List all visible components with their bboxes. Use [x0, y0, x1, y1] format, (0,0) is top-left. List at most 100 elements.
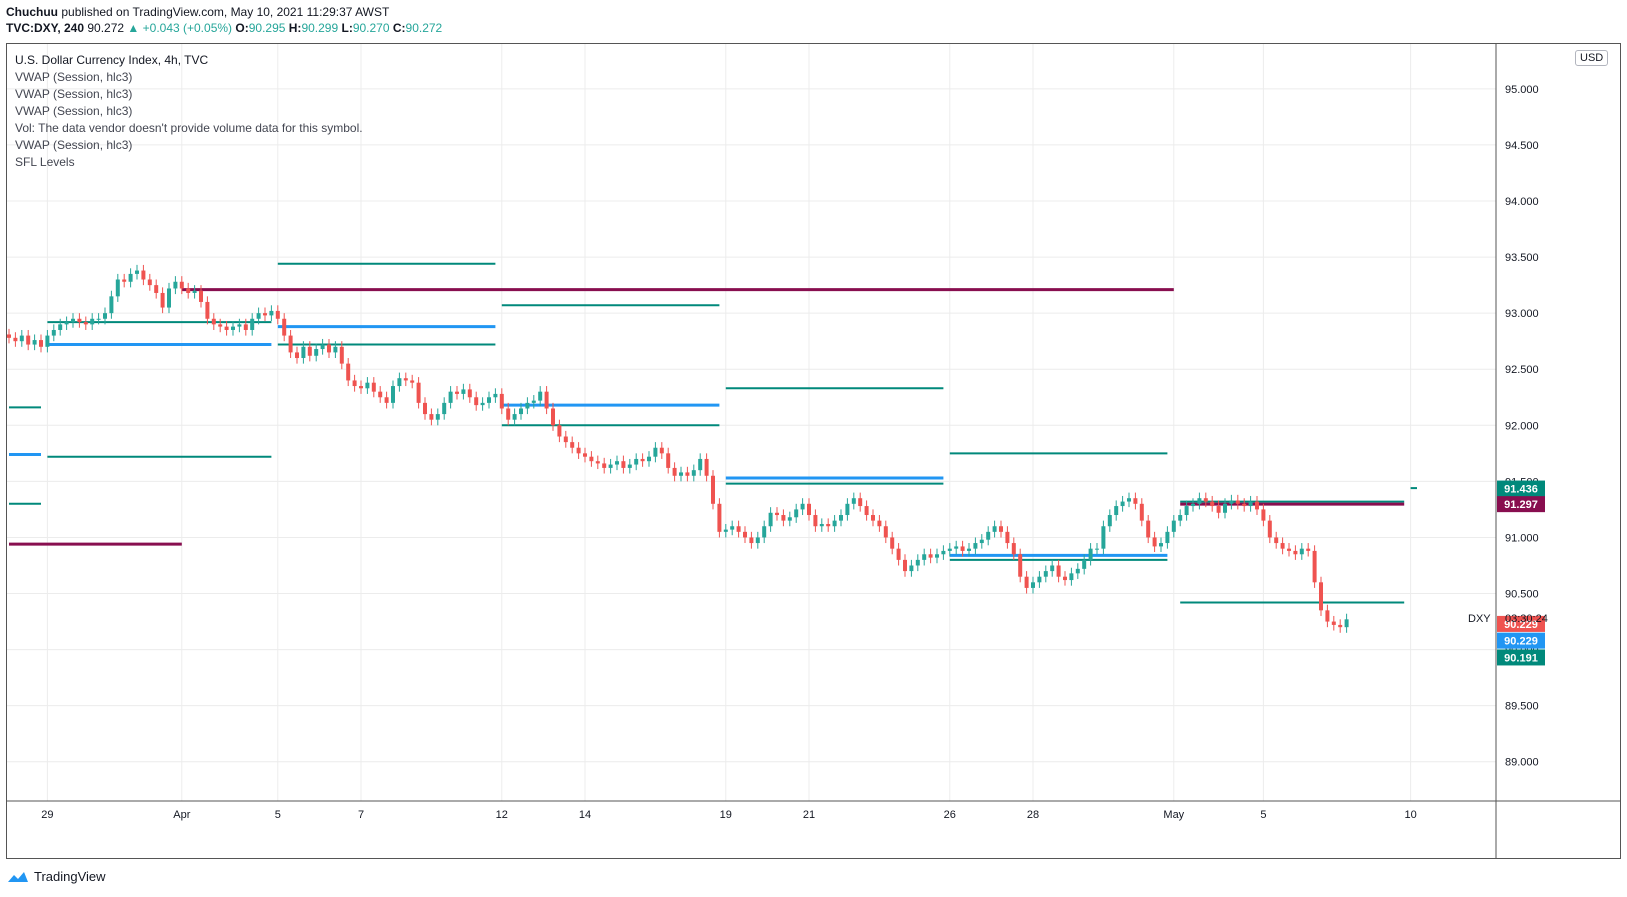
candle-body — [295, 352, 299, 359]
candle-body — [1031, 582, 1035, 588]
legend-line[interactable]: VWAP (Session, hlc3) — [15, 138, 133, 152]
legend-line[interactable]: Vol: The data vendor doesn't provide vol… — [15, 121, 363, 135]
candle-body — [877, 520, 882, 527]
price-label-value: 90.229 — [1504, 619, 1538, 631]
chart-legend: U.S. Dollar Currency Index, 4h, TVC VWAP… — [15, 52, 363, 171]
candle-body — [666, 453, 671, 468]
candle-body — [314, 349, 319, 356]
candle-body — [1095, 548, 1099, 550]
candle-body — [1319, 582, 1323, 611]
candle-body — [167, 288, 171, 308]
countdown-timer: 03:30:24 — [1505, 613, 1548, 625]
candle-body — [1011, 543, 1016, 555]
price-tick-label: 94.500 — [1505, 140, 1539, 152]
candle-body — [762, 526, 767, 538]
candle-body — [1063, 576, 1067, 581]
candle-body — [429, 414, 434, 420]
candle-body — [205, 301, 210, 319]
candle-body — [103, 313, 107, 319]
candle-body — [1325, 610, 1330, 622]
candle-body — [1293, 550, 1298, 555]
candle-body — [1274, 537, 1279, 544]
candle-body — [243, 324, 248, 330]
candle-body — [672, 467, 677, 476]
candle-body — [115, 279, 120, 297]
candle-body — [544, 391, 549, 409]
candle-body — [237, 324, 242, 327]
candle-body — [928, 554, 933, 558]
candle-body — [1280, 543, 1285, 549]
candle-body — [90, 318, 95, 325]
candle-body — [1178, 515, 1183, 521]
candle-body — [1331, 621, 1336, 625]
time-tick-label: May — [1163, 809, 1184, 821]
candle-body — [506, 408, 511, 420]
candle-body — [320, 344, 325, 350]
candle-body — [307, 346, 312, 356]
candle-body — [461, 389, 466, 394]
candle-body — [595, 461, 600, 464]
candle-body — [32, 340, 37, 345]
candle-body — [871, 515, 875, 521]
candle-body — [1299, 548, 1304, 555]
countdown-symbol: DXY — [1468, 613, 1491, 625]
time-tick-label: 21 — [803, 809, 815, 821]
brand-name: TradingView — [34, 869, 106, 884]
high-value: 90.299 — [301, 21, 339, 35]
candle-body — [512, 414, 517, 420]
candle-body — [154, 285, 159, 293]
candle-body — [813, 515, 818, 527]
candle-body — [416, 382, 421, 403]
footer-brand[interactable]: TradingView — [6, 869, 106, 884]
currency-badge[interactable]: USD — [1575, 50, 1609, 66]
candle-body — [269, 310, 274, 316]
candle-body — [909, 565, 914, 572]
candle-body — [448, 391, 453, 403]
legend-line[interactable]: VWAP (Session, hlc3) — [15, 104, 133, 118]
candle-body — [1152, 537, 1157, 547]
legend-line[interactable]: VWAP (Session, hlc3) — [15, 87, 133, 101]
time-tick-label: 5 — [275, 809, 281, 821]
candle-body — [442, 402, 447, 415]
candle-body — [903, 559, 907, 572]
candle-body — [1069, 573, 1074, 581]
candle-body — [1114, 506, 1119, 516]
candle-body — [1235, 500, 1240, 504]
candle-body — [1184, 506, 1189, 516]
price-change: ▲ +0.043 (+0.05%) — [127, 21, 233, 35]
candle-body — [224, 326, 229, 330]
symbol-label: TVC:DXY, 240 — [6, 21, 85, 35]
candle-body — [627, 464, 632, 468]
candle-body — [685, 472, 690, 476]
candle-body — [743, 531, 747, 538]
candle-body — [1139, 503, 1144, 521]
candle-body — [141, 270, 146, 280]
candle-body — [602, 463, 607, 468]
candle-body — [256, 313, 261, 319]
candle-body — [333, 346, 338, 353]
candle-body — [71, 318, 75, 323]
candle-body — [704, 458, 709, 476]
candle-body — [45, 335, 50, 347]
candle-body — [807, 503, 811, 516]
candle-body — [384, 397, 389, 403]
candle-body — [1133, 498, 1138, 504]
candle-body — [730, 526, 735, 530]
candle-body — [832, 520, 837, 527]
candle-body — [775, 512, 779, 516]
candle-body — [211, 318, 216, 325]
legend-line[interactable]: SFL Levels — [15, 155, 75, 169]
legend-line[interactable]: VWAP (Session, hlc3) — [15, 70, 133, 84]
candle-body — [947, 548, 952, 551]
candle-body — [1171, 520, 1176, 532]
candle-body — [711, 475, 715, 504]
time-tick-label: 12 — [496, 809, 508, 821]
candle-body — [845, 503, 850, 516]
candle-body — [1075, 568, 1080, 574]
candle-body — [1107, 515, 1112, 527]
candle-body — [1223, 503, 1227, 513]
candle-body — [1043, 571, 1048, 577]
candle-body — [1082, 559, 1087, 569]
candle-body — [1050, 565, 1055, 572]
